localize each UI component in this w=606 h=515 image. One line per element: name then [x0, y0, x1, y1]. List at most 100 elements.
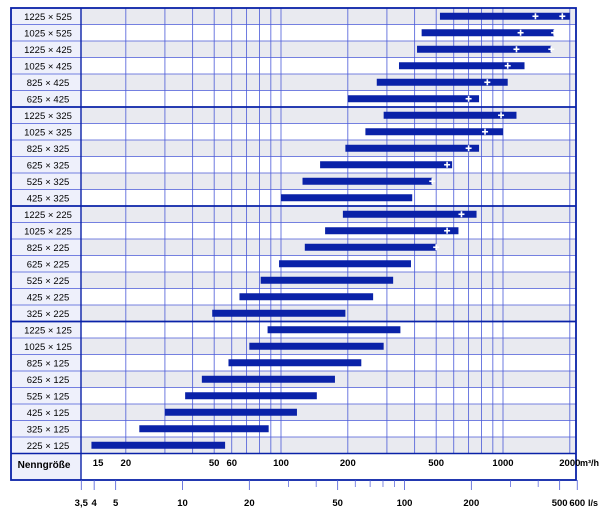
row-bg	[81, 206, 576, 223]
range-bar	[91, 441, 226, 449]
row-backgrounds	[11, 8, 576, 480]
row-label: 825 × 425	[27, 78, 70, 89]
markers	[429, 13, 566, 251]
tick-label-ls: 200	[463, 498, 479, 509]
range-bar	[347, 95, 480, 103]
row-label: 825 × 125	[27, 358, 70, 369]
range-bar	[342, 210, 477, 218]
range-bar	[376, 78, 508, 86]
row-label: 1025 × 325	[24, 127, 72, 138]
range-bar	[249, 342, 384, 350]
row-label: 1225 × 225	[24, 210, 72, 221]
range-bar	[417, 45, 552, 53]
axis-ls: 3,5 4 5 10 20 50 100 200 500 600 l/s	[75, 480, 598, 509]
plus-marker	[433, 244, 440, 251]
range-bar	[302, 177, 433, 185]
row-label: 1025 × 525	[24, 28, 72, 39]
row-label: 1225 × 425	[24, 45, 72, 56]
row-label: 525 × 325	[27, 177, 70, 188]
tick-label-ls: 5	[113, 498, 119, 509]
range-bar	[139, 425, 269, 433]
plus-marker	[458, 211, 465, 218]
tick-label-ls: 600	[569, 498, 585, 509]
unit-label-m3h: m³/h	[580, 458, 599, 468]
plus-marker	[498, 112, 505, 119]
range-bar	[439, 12, 570, 20]
unit-label-ls: l/s	[588, 498, 598, 508]
tick-label-m3h: 2000	[559, 458, 580, 469]
range-bar	[185, 392, 317, 400]
tick-label-ls: 3,5	[75, 498, 89, 509]
axis-title-nenngroesse: Nenngröße	[18, 460, 71, 471]
row-bg	[81, 140, 576, 157]
plus-marker	[504, 62, 511, 69]
frame	[10, 7, 577, 481]
row-label: 625 × 425	[27, 94, 70, 105]
outer-border	[10, 7, 577, 481]
row-label: 325 × 225	[27, 309, 70, 320]
range-bar	[365, 128, 503, 136]
row-label: 525 × 225	[27, 276, 70, 287]
tick-label-ls: 500	[552, 498, 568, 509]
tick-label-m3h: 15	[93, 458, 104, 469]
plus-marker	[465, 95, 472, 102]
row-bg	[81, 387, 576, 404]
plus-marker	[548, 46, 555, 53]
plus-marker	[444, 161, 451, 168]
row-label: 425 × 125	[27, 408, 70, 419]
range-bar	[239, 293, 374, 301]
tick-label-m3h: 500	[428, 458, 444, 469]
row-label: 825 × 225	[27, 243, 70, 254]
range-bar	[304, 243, 437, 251]
tick-label-ls: 10	[177, 498, 188, 509]
range-bar	[398, 62, 525, 70]
row-label: 1225 × 325	[24, 111, 72, 122]
range-bar	[212, 309, 346, 317]
row-label: 1225 × 125	[24, 325, 72, 336]
tick-label-m3h: 200	[340, 458, 356, 469]
plus-marker	[484, 79, 491, 86]
plus-marker	[429, 178, 436, 185]
row-label: 625 × 125	[27, 375, 70, 386]
row-label: 425 × 225	[27, 292, 70, 303]
row-label: 225 × 125	[27, 441, 70, 452]
row-bg	[81, 123, 576, 140]
row-bg	[81, 57, 576, 74]
row-label: 1025 × 125	[24, 342, 72, 353]
range-bar	[281, 194, 413, 202]
label-column-bg	[11, 8, 81, 480]
row-bg	[81, 90, 576, 107]
row-bg	[81, 404, 576, 421]
tick-label-ls: 50	[332, 498, 343, 509]
range-bar	[345, 144, 480, 152]
range-bar	[320, 161, 453, 169]
plus-marker	[444, 227, 451, 234]
tick-label-ls: 100	[397, 498, 413, 509]
row-label: 625 × 325	[27, 160, 70, 171]
range-bar	[164, 408, 297, 416]
plus-marker	[482, 128, 489, 135]
tick-label-m3h: 50	[209, 458, 220, 469]
range-bar	[421, 29, 555, 37]
row-bg	[81, 74, 576, 91]
bars	[91, 12, 570, 449]
plus-marker	[465, 145, 472, 152]
row-bg	[81, 107, 576, 124]
row-label: 1225 × 525	[24, 12, 72, 23]
tick-label-m3h: 20	[121, 458, 132, 469]
tick-label-m3h: 1000	[492, 458, 513, 469]
plus-marker	[551, 29, 558, 36]
row-bg	[81, 420, 576, 437]
row-bg	[81, 41, 576, 58]
row-label: 625 × 225	[27, 259, 70, 270]
row-label: 425 × 325	[27, 193, 70, 204]
row-label: 1025 × 225	[24, 226, 72, 237]
row-bg	[81, 24, 576, 41]
range-bar	[267, 326, 401, 334]
range-bar	[383, 111, 517, 119]
axis-m3h: Nenngröße 15 20 50 60 100 200 500 1000 2000 m³/h	[18, 458, 599, 471]
plus-marker	[532, 13, 539, 20]
row-label: 525 × 125	[27, 391, 70, 402]
plus-marker	[517, 29, 524, 36]
